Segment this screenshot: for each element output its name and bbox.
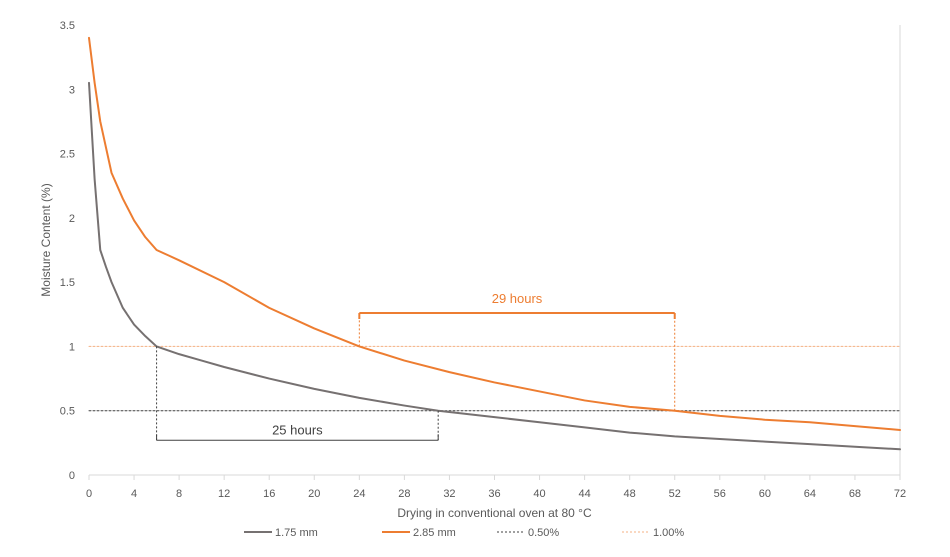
x-tick-label: 12 bbox=[218, 488, 230, 500]
x-tick-label: 0 bbox=[86, 488, 92, 500]
x-tick-label: 16 bbox=[263, 488, 275, 500]
y-tick-label: 3.5 bbox=[60, 20, 75, 32]
x-tick-label: 4 bbox=[131, 488, 137, 500]
x-tick-label: 48 bbox=[624, 488, 636, 500]
y-tick-label: 3 bbox=[69, 84, 75, 96]
x-tick-label: 72 bbox=[894, 488, 906, 500]
x-tick-label: 28 bbox=[398, 488, 410, 500]
y-tick-label: 2 bbox=[69, 213, 75, 225]
x-tick-label: 24 bbox=[353, 488, 365, 500]
reference-lines-layer bbox=[88, 345, 901, 412]
x-tick-label: 60 bbox=[759, 488, 771, 500]
y-tick-label: 0 bbox=[69, 470, 75, 482]
annotation-label: 29 hours bbox=[492, 291, 543, 306]
series-line-1-75-mm bbox=[88, 81, 901, 451]
x-tick-label: 40 bbox=[533, 488, 545, 500]
x-tick-label: 20 bbox=[308, 488, 320, 500]
x-tick-label: 44 bbox=[578, 488, 590, 500]
annotation-layer: 25 hours 29 hours bbox=[156, 291, 676, 441]
legend-label: 0.50% bbox=[528, 527, 559, 539]
x-tick-label: 52 bbox=[669, 488, 681, 500]
x-tick-label: 8 bbox=[176, 488, 182, 500]
x-tick-label: 32 bbox=[443, 488, 455, 500]
x-tick-label: 36 bbox=[488, 488, 500, 500]
legend-label: 1.75 mm bbox=[275, 527, 318, 539]
y-tick-label: 1.5 bbox=[60, 277, 75, 289]
series-line-2-85-mm bbox=[88, 36, 901, 431]
x-axis-title: Drying in conventional oven at 80 °C bbox=[397, 506, 592, 520]
y-tick-label: 2.5 bbox=[60, 149, 75, 161]
x-tick-label: 68 bbox=[849, 488, 861, 500]
series-layer bbox=[88, 36, 901, 451]
y-tick-label: 1 bbox=[69, 341, 75, 353]
axes-layer: 0 4 8 12 16 20 24 28 32 36 40 44 48 52 56 60 64 68 7200.51… bbox=[60, 20, 906, 500]
y-tick-label: 0.5 bbox=[60, 406, 75, 418]
x-tick-label: 56 bbox=[714, 488, 726, 500]
legend-label: 1.00% bbox=[653, 527, 684, 539]
annotation-label: 25 hours bbox=[272, 422, 323, 437]
legend-label: 2.85 mm bbox=[413, 527, 456, 539]
legend-layer: 1.75 mm 2.85 mm 0.50% 1.00% bbox=[244, 527, 684, 539]
x-tick-label: 64 bbox=[804, 488, 816, 500]
y-axis-title: Moisture Content (%) bbox=[39, 183, 53, 296]
